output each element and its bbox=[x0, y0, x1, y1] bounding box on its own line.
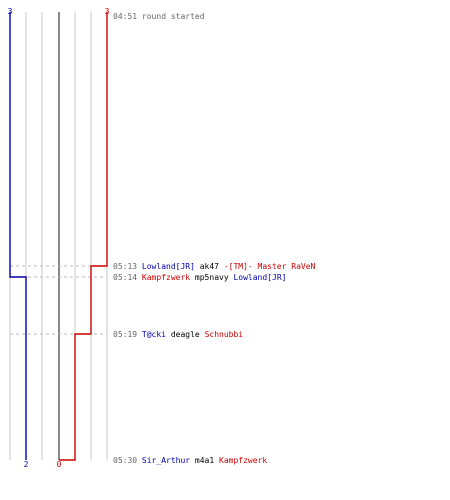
event-weapon: m4a1 bbox=[195, 456, 214, 465]
round-start-label: round started bbox=[142, 12, 205, 21]
round-start-entry: 04:51 round started bbox=[113, 12, 205, 21]
event-weapon: mp5navy bbox=[195, 273, 229, 282]
event-victim: -[TM]- Master RaVeN bbox=[224, 262, 316, 271]
red-start-count: 3 bbox=[105, 7, 110, 16]
blue-end-count: 2 bbox=[24, 460, 29, 469]
event-victim: Kampfzwerk bbox=[219, 456, 267, 465]
event-time: 05:13 bbox=[113, 262, 137, 271]
grid-lines bbox=[9, 12, 108, 460]
event-victim: Schnubbi bbox=[205, 330, 244, 339]
event-line-0: 05:13 Lowland[JR] ak47 -[TM]- Master RaV… bbox=[113, 262, 316, 271]
event-victim: Lowland[JR] bbox=[233, 273, 286, 282]
event-time: 05:30 bbox=[113, 456, 137, 465]
event-log: 05:13 Lowland[JR] ak47 -[TM]- Master RaV… bbox=[113, 262, 316, 465]
event-weapon: deagle bbox=[171, 330, 200, 339]
event-line-2: 05:19 T@cki deagle Schnubbi bbox=[113, 330, 243, 339]
blue-start-count: 3 bbox=[8, 7, 13, 16]
round-start-line: 04:51 round started bbox=[113, 12, 205, 21]
red-team-line bbox=[59, 12, 108, 461]
event-killer: T@cki bbox=[142, 330, 166, 339]
event-time: 05:14 bbox=[113, 273, 137, 282]
red-end-count: 0 bbox=[57, 460, 62, 469]
round-start-time: 04:51 bbox=[113, 12, 137, 21]
blue-team-line bbox=[9, 12, 27, 460]
event-killer: Sir_Arthur bbox=[142, 456, 190, 465]
event-weapon: ak47 bbox=[200, 262, 219, 271]
event-time: 05:19 bbox=[113, 330, 137, 339]
event-line-3: 05:30 Sir_Arthur m4a1 Kampfzwerk bbox=[113, 456, 267, 465]
event-killer: Kampfzwerk bbox=[142, 273, 190, 282]
event-line-1: 05:14 Kampfzwerk mp5navy Lowland[JR] bbox=[113, 273, 286, 282]
event-killer: Lowland[JR] bbox=[142, 262, 195, 271]
